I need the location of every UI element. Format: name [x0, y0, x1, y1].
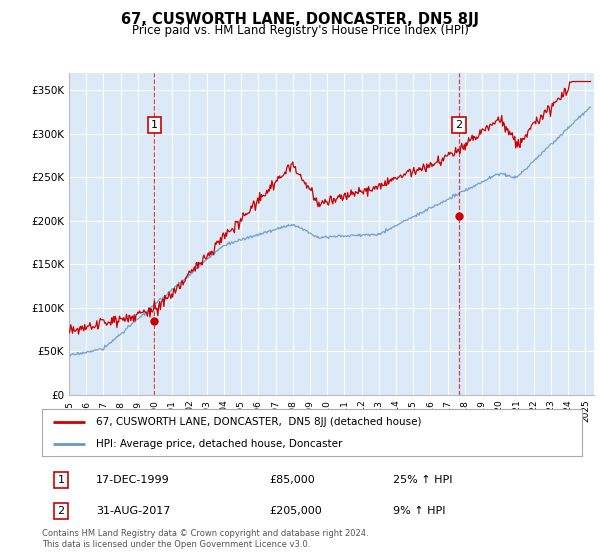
- Text: £85,000: £85,000: [269, 475, 314, 485]
- Text: 2: 2: [455, 120, 463, 130]
- Text: 67, CUSWORTH LANE, DONCASTER, DN5 8JJ: 67, CUSWORTH LANE, DONCASTER, DN5 8JJ: [121, 12, 479, 27]
- Text: 1: 1: [58, 475, 64, 485]
- Text: £205,000: £205,000: [269, 506, 322, 516]
- Text: Price paid vs. HM Land Registry's House Price Index (HPI): Price paid vs. HM Land Registry's House …: [131, 24, 469, 37]
- Text: 9% ↑ HPI: 9% ↑ HPI: [393, 506, 445, 516]
- Text: 31-AUG-2017: 31-AUG-2017: [96, 506, 170, 516]
- Text: 2: 2: [58, 506, 64, 516]
- Text: 25% ↑ HPI: 25% ↑ HPI: [393, 475, 452, 485]
- Text: Contains HM Land Registry data © Crown copyright and database right 2024.
This d: Contains HM Land Registry data © Crown c…: [42, 529, 368, 549]
- Text: HPI: Average price, detached house, Doncaster: HPI: Average price, detached house, Donc…: [96, 438, 343, 449]
- Text: 67, CUSWORTH LANE, DONCASTER,  DN5 8JJ (detached house): 67, CUSWORTH LANE, DONCASTER, DN5 8JJ (d…: [96, 417, 421, 427]
- Text: 17-DEC-1999: 17-DEC-1999: [96, 475, 170, 485]
- Text: 1: 1: [151, 120, 158, 130]
